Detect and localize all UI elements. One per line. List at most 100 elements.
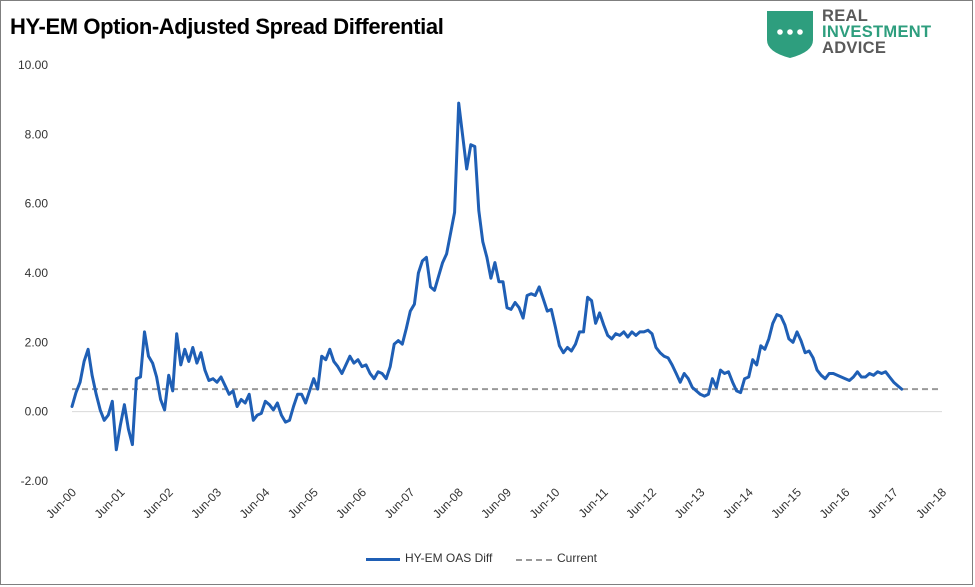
data-point bbox=[711, 377, 714, 380]
data-point bbox=[888, 375, 891, 379]
data-point bbox=[896, 384, 899, 387]
data-point bbox=[670, 363, 674, 367]
data-point bbox=[795, 330, 799, 334]
data-point bbox=[433, 289, 436, 292]
data-point bbox=[248, 393, 251, 396]
data-point bbox=[525, 294, 529, 297]
data-point bbox=[650, 332, 654, 335]
data-point bbox=[554, 325, 557, 328]
data-point bbox=[240, 398, 243, 401]
data-point bbox=[300, 393, 303, 396]
x-tick-label: Jun-04 bbox=[237, 485, 273, 521]
data-point bbox=[501, 280, 505, 283]
chart-title: HY-EM Option-Adjusted Spread Differentia… bbox=[10, 14, 444, 39]
data-point bbox=[723, 372, 726, 375]
data-point bbox=[832, 372, 835, 375]
logo-line-1: REAL bbox=[822, 7, 869, 25]
logo-wordmark: REAL INVESTMENT ADVICE bbox=[822, 7, 931, 57]
data-point bbox=[513, 301, 517, 304]
data-point bbox=[679, 381, 682, 384]
data-point bbox=[550, 308, 553, 311]
data-point bbox=[719, 368, 722, 372]
data-point bbox=[570, 349, 573, 353]
data-point bbox=[376, 370, 380, 373]
data-point bbox=[666, 356, 670, 360]
data-point bbox=[771, 322, 774, 325]
data-point bbox=[735, 389, 738, 393]
data-point bbox=[284, 420, 287, 424]
data-point bbox=[135, 377, 138, 380]
data-point bbox=[900, 387, 903, 391]
data-point bbox=[380, 372, 384, 375]
data-point bbox=[473, 145, 476, 148]
data-point bbox=[872, 374, 875, 377]
data-point bbox=[534, 294, 537, 297]
data-point bbox=[231, 389, 235, 393]
data-point bbox=[167, 374, 170, 377]
data-point bbox=[610, 337, 613, 341]
data-point bbox=[695, 389, 698, 393]
data-point bbox=[280, 413, 283, 417]
data-point bbox=[820, 374, 823, 377]
data-point bbox=[368, 372, 372, 375]
data-point bbox=[401, 342, 404, 346]
data-point bbox=[828, 372, 831, 375]
x-tick-label: Jun-10 bbox=[527, 485, 563, 521]
data-point bbox=[389, 365, 392, 368]
data-point bbox=[630, 330, 634, 334]
x-tick-label: Jun-05 bbox=[285, 485, 321, 521]
x-tick-label: Jun-02 bbox=[140, 485, 176, 521]
data-point bbox=[191, 346, 194, 349]
data-point bbox=[163, 408, 166, 412]
data-point bbox=[683, 372, 686, 375]
logo-line-3: ADVICE bbox=[822, 39, 887, 57]
x-tick-label: Jun-07 bbox=[382, 485, 418, 521]
data-point bbox=[493, 261, 497, 264]
data-point bbox=[324, 358, 327, 361]
data-point bbox=[332, 360, 335, 363]
data-point bbox=[90, 374, 94, 377]
data-point bbox=[763, 348, 766, 351]
data-point bbox=[328, 348, 331, 351]
data-point bbox=[211, 377, 215, 380]
data-point bbox=[505, 306, 509, 309]
data-point bbox=[268, 403, 271, 406]
data-point bbox=[223, 384, 227, 387]
data-point bbox=[658, 351, 662, 354]
data-point bbox=[356, 358, 360, 361]
data-point bbox=[119, 424, 122, 427]
data-point bbox=[95, 393, 98, 396]
data-point bbox=[779, 315, 783, 318]
data-point bbox=[227, 393, 231, 396]
data-point bbox=[747, 375, 750, 379]
data-point bbox=[397, 339, 400, 342]
x-tick-label: Jun-14 bbox=[720, 485, 756, 521]
data-point bbox=[815, 368, 819, 372]
data-point bbox=[521, 316, 525, 320]
data-point bbox=[155, 375, 158, 379]
data-point bbox=[739, 391, 742, 394]
data-point bbox=[864, 375, 867, 379]
data-point bbox=[70, 405, 74, 408]
data-point bbox=[215, 381, 219, 384]
data-point bbox=[437, 275, 440, 278]
x-tick-label: Jun-09 bbox=[478, 485, 514, 521]
data-point bbox=[372, 377, 376, 380]
data-point bbox=[461, 134, 464, 138]
data-point bbox=[775, 313, 779, 316]
y-tick-label: 8.00 bbox=[25, 127, 49, 141]
data-point bbox=[602, 323, 605, 327]
data-point bbox=[558, 344, 561, 347]
data-point bbox=[429, 285, 432, 289]
data-point bbox=[78, 381, 82, 384]
data-point bbox=[578, 330, 581, 334]
data-point bbox=[884, 370, 887, 373]
legend-swatch-hy-em bbox=[366, 558, 400, 561]
data-point bbox=[590, 299, 593, 302]
data-point bbox=[86, 348, 90, 351]
data-point bbox=[731, 381, 734, 384]
data-point bbox=[517, 306, 521, 309]
data-point bbox=[292, 405, 295, 408]
series-points bbox=[70, 101, 903, 451]
data-point bbox=[393, 342, 396, 346]
